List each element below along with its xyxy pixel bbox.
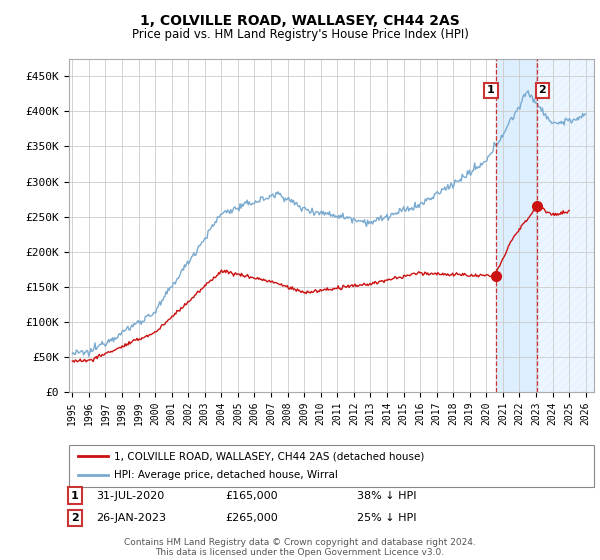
Text: Price paid vs. HM Land Registry's House Price Index (HPI): Price paid vs. HM Land Registry's House … (131, 28, 469, 41)
Text: 1, COLVILLE ROAD, WALLASEY, CH44 2AS (detached house): 1, COLVILLE ROAD, WALLASEY, CH44 2AS (de… (114, 451, 424, 461)
Bar (496, 59, 538, 392)
Text: 38% ↓ HPI: 38% ↓ HPI (357, 491, 416, 501)
Text: 1: 1 (71, 491, 79, 501)
Text: 26-JAN-2023: 26-JAN-2023 (96, 513, 166, 523)
Text: 1: 1 (487, 85, 495, 95)
Text: Contains HM Land Registry data © Crown copyright and database right 2024.
This d: Contains HM Land Registry data © Crown c… (124, 538, 476, 557)
Text: 25% ↓ HPI: 25% ↓ HPI (357, 513, 416, 523)
Text: 1, COLVILLE ROAD, WALLASEY, CH44 2AS: 1, COLVILLE ROAD, WALLASEY, CH44 2AS (140, 14, 460, 28)
Text: 2: 2 (538, 85, 546, 95)
Text: £165,000: £165,000 (225, 491, 278, 501)
Bar (538, 59, 594, 392)
Text: £265,000: £265,000 (225, 513, 278, 523)
Text: HPI: Average price, detached house, Wirral: HPI: Average price, detached house, Wirr… (114, 470, 338, 480)
Text: 31-JUL-2020: 31-JUL-2020 (96, 491, 164, 501)
Text: 2: 2 (71, 513, 79, 523)
